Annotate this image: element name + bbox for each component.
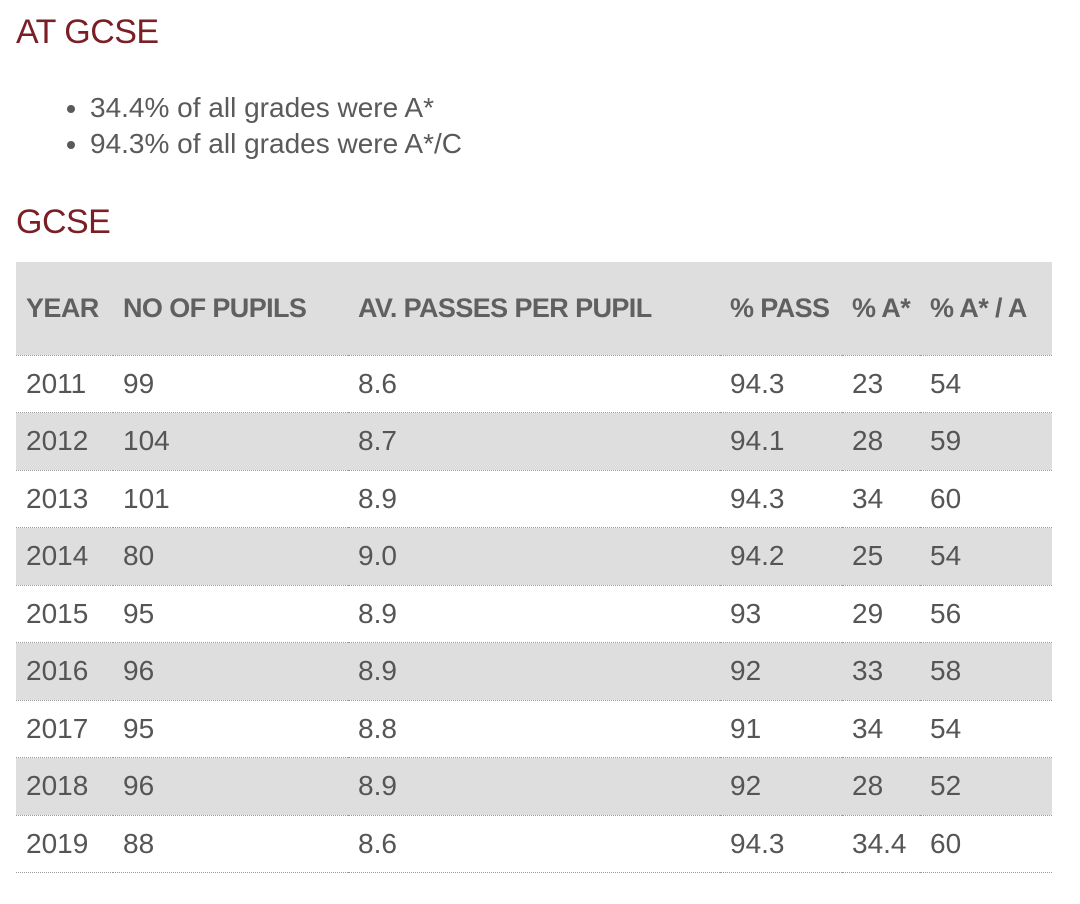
cell-pass: 94.2 bbox=[720, 527, 842, 586]
cell-av-passes: 8.6 bbox=[348, 355, 720, 413]
cell-pupils: 88 bbox=[113, 815, 348, 873]
table-row: 2018 96 8.9 92 28 52 bbox=[16, 757, 1052, 816]
table-row: 2012 104 8.7 94.1 28 59 bbox=[16, 412, 1052, 471]
cell-a-star: 34 bbox=[842, 470, 920, 528]
table-row: 2016 96 8.9 92 33 58 bbox=[16, 642, 1052, 701]
cell-av-passes: 9.0 bbox=[348, 527, 720, 586]
table-row: 2019 88 8.6 94.3 34.4 60 bbox=[16, 815, 1052, 873]
cell-a-star-a: 58 bbox=[920, 642, 1052, 701]
cell-year: 2012 bbox=[16, 412, 113, 471]
cell-av-passes: 8.6 bbox=[348, 815, 720, 873]
cell-year: 2016 bbox=[16, 642, 113, 701]
cell-a-star-a: 54 bbox=[920, 355, 1052, 413]
cell-pass: 92 bbox=[720, 757, 842, 816]
cell-pupils: 96 bbox=[113, 642, 348, 701]
cell-pupils: 101 bbox=[113, 470, 348, 528]
column-header-av-passes: AV. PASSES PER PUPIL bbox=[348, 262, 720, 356]
cell-a-star-a: 60 bbox=[920, 815, 1052, 873]
cell-a-star-a: 59 bbox=[920, 412, 1052, 471]
cell-av-passes: 8.9 bbox=[348, 642, 720, 701]
cell-year: 2014 bbox=[16, 527, 113, 586]
cell-year: 2013 bbox=[16, 470, 113, 528]
cell-a-star: 25 bbox=[842, 527, 920, 586]
cell-pupils: 80 bbox=[113, 527, 348, 586]
cell-year: 2019 bbox=[16, 815, 113, 873]
table-row: 2017 95 8.8 91 34 54 bbox=[16, 700, 1052, 758]
cell-a-star: 34.4 bbox=[842, 815, 920, 873]
gcse-heading: GCSE bbox=[16, 203, 111, 241]
cell-year: 2018 bbox=[16, 757, 113, 816]
gcse-results-table: YEAR NO OF PUPILS AV. PASSES PER PUPIL %… bbox=[16, 262, 1052, 873]
highlight-item: 34.4% of all grades were A* bbox=[90, 90, 462, 126]
cell-pupils: 99 bbox=[113, 355, 348, 413]
highlight-item: 94.3% of all grades were A*/C bbox=[90, 126, 462, 162]
cell-year: 2011 bbox=[16, 355, 113, 413]
cell-pass: 94.3 bbox=[720, 470, 842, 528]
cell-a-star: 34 bbox=[842, 700, 920, 758]
cell-year: 2015 bbox=[16, 585, 113, 643]
cell-a-star: 29 bbox=[842, 585, 920, 643]
cell-year: 2017 bbox=[16, 700, 113, 758]
table-row: 2011 99 8.6 94.3 23 54 bbox=[16, 355, 1052, 413]
column-header-a-star: % A* bbox=[842, 262, 920, 356]
cell-pass: 94.3 bbox=[720, 355, 842, 413]
column-header-pass: % PASS bbox=[720, 262, 842, 356]
cell-pupils: 95 bbox=[113, 700, 348, 758]
cell-a-star-a: 60 bbox=[920, 470, 1052, 528]
cell-av-passes: 8.9 bbox=[348, 757, 720, 816]
table-header-row: YEAR NO OF PUPILS AV. PASSES PER PUPIL %… bbox=[16, 262, 1052, 356]
column-header-pupils: NO OF PUPILS bbox=[113, 262, 348, 356]
cell-a-star: 33 bbox=[842, 642, 920, 701]
table-row: 2014 80 9.0 94.2 25 54 bbox=[16, 527, 1052, 586]
cell-a-star-a: 56 bbox=[920, 585, 1052, 643]
cell-av-passes: 8.9 bbox=[348, 585, 720, 643]
cell-a-star-a: 54 bbox=[920, 700, 1052, 758]
cell-a-star-a: 54 bbox=[920, 527, 1052, 586]
at-gcse-heading: AT GCSE bbox=[16, 13, 159, 51]
cell-av-passes: 8.7 bbox=[348, 412, 720, 471]
table-row: 2013 101 8.9 94.3 34 60 bbox=[16, 470, 1052, 528]
cell-pupils: 96 bbox=[113, 757, 348, 816]
cell-pass: 93 bbox=[720, 585, 842, 643]
table-row: 2015 95 8.9 93 29 56 bbox=[16, 585, 1052, 643]
gcse-highlights-list: 34.4% of all grades were A* 94.3% of all… bbox=[56, 90, 462, 162]
column-header-year: YEAR bbox=[16, 262, 113, 356]
cell-pupils: 104 bbox=[113, 412, 348, 471]
cell-av-passes: 8.9 bbox=[348, 470, 720, 528]
cell-a-star: 28 bbox=[842, 757, 920, 816]
cell-a-star: 23 bbox=[842, 355, 920, 413]
cell-a-star: 28 bbox=[842, 412, 920, 471]
cell-pass: 92 bbox=[720, 642, 842, 701]
cell-av-passes: 8.8 bbox=[348, 700, 720, 758]
cell-pass: 94.3 bbox=[720, 815, 842, 873]
table-body: 2011 99 8.6 94.3 23 54 2012 104 8.7 94.1 28 59 2013 1… bbox=[16, 355, 1052, 873]
cell-pass: 91 bbox=[720, 700, 842, 758]
cell-a-star-a: 52 bbox=[920, 757, 1052, 816]
column-header-a-star-a: % A* / A bbox=[920, 262, 1052, 356]
cell-pass: 94.1 bbox=[720, 412, 842, 471]
cell-pupils: 95 bbox=[113, 585, 348, 643]
